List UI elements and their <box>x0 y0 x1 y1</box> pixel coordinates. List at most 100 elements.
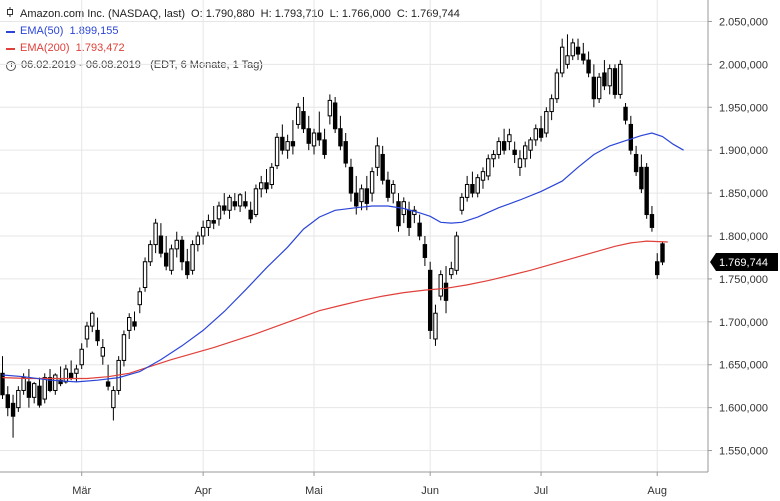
y-tick-label: 2.050,000 <box>719 16 768 28</box>
last-price-tag <box>710 252 778 271</box>
candle-body <box>174 239 179 250</box>
candle-body <box>153 222 158 246</box>
y-tick-label: 2.000,000 <box>719 59 768 71</box>
candle-body <box>74 368 79 374</box>
candle-body <box>528 139 533 151</box>
candle-body <box>42 377 47 400</box>
candle-body <box>47 377 53 391</box>
candle-body <box>16 389 21 409</box>
candle-body <box>301 111 306 130</box>
candle-body <box>639 166 644 190</box>
candle-body <box>290 141 296 147</box>
low-value: 1.766,000 <box>341 8 391 20</box>
candle-body <box>222 205 227 211</box>
candle-body <box>417 222 422 237</box>
candle-body <box>633 153 639 173</box>
candle-body <box>470 184 475 194</box>
x-tick-label: Apr <box>195 485 212 497</box>
candle-body <box>264 182 269 190</box>
candle-body <box>327 99 333 117</box>
candle-body <box>596 76 602 100</box>
candle-body <box>227 196 232 211</box>
candle-body <box>68 372 74 379</box>
candle-body <box>37 385 42 406</box>
ema50-swatch <box>6 30 15 33</box>
candle-body <box>486 158 491 177</box>
candle-body <box>364 188 370 204</box>
candle-body <box>660 243 665 263</box>
candle-body <box>84 325 90 340</box>
x-tick-label: Mär <box>72 485 91 497</box>
candle-body <box>422 244 428 258</box>
candle-body <box>111 389 116 409</box>
candle-body <box>475 177 480 194</box>
candle-body <box>31 383 37 398</box>
candle-body <box>618 63 623 95</box>
candle-body <box>274 136 280 167</box>
x-tick-label: Jun <box>421 485 439 497</box>
candle-body <box>464 184 470 198</box>
candle-body <box>544 111 549 134</box>
y-tick-label: 1.600,000 <box>719 403 768 415</box>
candle-body <box>185 261 190 276</box>
candle-body <box>581 53 586 61</box>
candle-body <box>533 128 538 141</box>
candle-body <box>63 368 69 383</box>
last-price-label: 1.769,744 <box>719 257 768 269</box>
range-note: (EDT, 6 Monate, 1 Tag) <box>150 59 263 71</box>
candle-body <box>343 141 348 164</box>
y-tick-label: 1.700,000 <box>719 317 768 329</box>
candle-body <box>100 347 106 357</box>
candle-body <box>190 244 195 271</box>
candle-body <box>591 76 597 100</box>
candle-body <box>570 42 575 57</box>
candle-body <box>5 394 10 409</box>
candle-body <box>602 72 607 87</box>
candle-body <box>623 106 628 121</box>
candle-body <box>649 214 655 228</box>
candle-body <box>295 106 301 125</box>
candle-body <box>565 55 570 65</box>
candle-body <box>311 132 317 147</box>
candle-body <box>517 158 523 168</box>
candle-body <box>554 72 560 100</box>
candle-body <box>95 329 100 342</box>
candle-body <box>259 182 264 190</box>
ema50-label: EMA(50) <box>20 25 64 37</box>
candle-body <box>169 248 174 271</box>
candle-body <box>449 268 454 276</box>
high-value: 1.793,710 <box>274 8 324 20</box>
y-tick-label: 1.950,000 <box>719 102 768 114</box>
candle-body <box>438 274 443 297</box>
candle-body <box>427 269 433 331</box>
candle-body <box>507 134 512 143</box>
ema200-swatch <box>6 47 15 50</box>
chart-legend: Amazon.com Inc. (NASDAQ, last) O: 1.790,… <box>6 6 460 74</box>
candle-body <box>354 192 359 207</box>
candle-body <box>132 321 137 327</box>
candle-body <box>211 220 216 224</box>
candle-body <box>607 68 612 87</box>
y-tick-label: 1.750,000 <box>719 274 768 286</box>
candle-body <box>237 194 243 207</box>
candle-body <box>375 145 380 168</box>
candle-body <box>90 312 95 327</box>
instrument-title: Amazon.com Inc. (NASDAQ, last) <box>20 8 186 20</box>
candle-body <box>243 201 248 207</box>
ema200-value: 1.793,472 <box>75 42 125 54</box>
x-tick-label: Aug <box>647 485 667 497</box>
candle-body <box>586 59 591 74</box>
candle-body <box>559 46 565 74</box>
candle-body <box>454 235 459 271</box>
candle-body <box>53 374 58 391</box>
candle-body <box>512 149 517 155</box>
candle-body <box>21 377 26 391</box>
candle-body <box>280 136 285 151</box>
candle-body <box>163 252 169 267</box>
candle-body <box>317 132 322 141</box>
candle-body <box>369 171 375 194</box>
candle-body <box>406 209 412 228</box>
candle-body <box>655 261 660 276</box>
candle-body <box>459 196 465 211</box>
candle-body <box>179 239 185 263</box>
